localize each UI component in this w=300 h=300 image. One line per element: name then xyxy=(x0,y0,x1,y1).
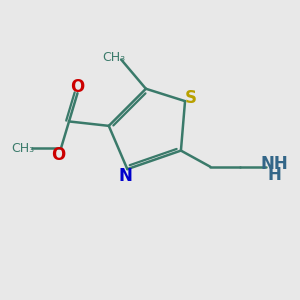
Text: CH₃: CH₃ xyxy=(102,51,125,64)
Text: CH₃: CH₃ xyxy=(11,142,34,155)
Text: N: N xyxy=(119,167,133,184)
Text: H: H xyxy=(268,166,281,184)
Text: O: O xyxy=(52,146,66,164)
Text: O: O xyxy=(70,78,85,96)
Text: NH: NH xyxy=(261,155,288,173)
Text: S: S xyxy=(185,88,197,106)
